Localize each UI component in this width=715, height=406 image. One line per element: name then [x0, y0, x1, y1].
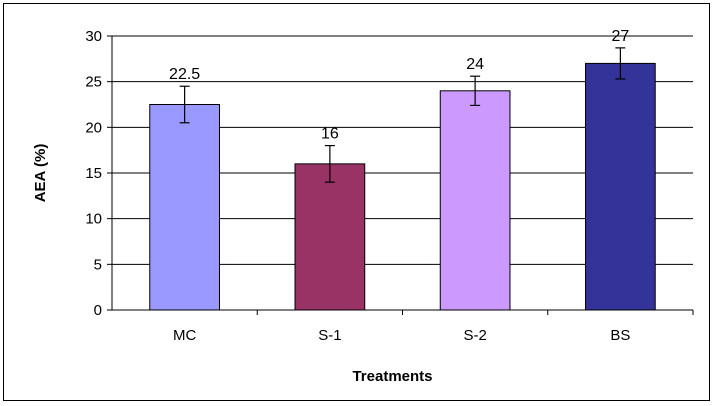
data-label: 22.5 — [169, 66, 200, 83]
bar-s-2 — [439, 90, 511, 311]
data-label: 24 — [466, 56, 484, 73]
error-bar — [470, 75, 481, 107]
data-labels: 22.5 16 24 27 — [169, 28, 629, 143]
y-tick-label: 5 — [94, 256, 102, 273]
data-label: 27 — [611, 28, 629, 45]
bars — [149, 62, 656, 311]
y-tick-label: 10 — [85, 211, 102, 228]
error-bar — [615, 47, 626, 80]
bar-bs — [585, 62, 656, 311]
x-axis-ticks: MC S-1 S-2 BS — [173, 310, 694, 344]
error-bar — [179, 85, 190, 124]
y-tick-label: 20 — [85, 119, 102, 136]
error-bars — [179, 47, 626, 183]
y-axis-title: AEA (%) — [32, 144, 49, 203]
y-axis-ticks: 0 5 10 15 20 25 30 — [85, 28, 112, 319]
x-tick-label: S-1 — [318, 327, 341, 344]
x-tick-label: BS — [610, 327, 630, 344]
bar-s-1 — [294, 163, 366, 311]
x-axis-title: Treatments — [352, 368, 432, 385]
x-tick-label: MC — [173, 327, 196, 344]
bar-mc — [149, 104, 220, 311]
data-label: 16 — [321, 126, 339, 143]
y-tick-label: 30 — [85, 28, 102, 45]
error-bar — [324, 145, 335, 183]
y-tick-label: 0 — [94, 302, 102, 319]
y-tick-label: 25 — [85, 74, 102, 91]
y-tick-label: 15 — [85, 165, 102, 182]
x-tick-label: S-2 — [463, 327, 486, 344]
